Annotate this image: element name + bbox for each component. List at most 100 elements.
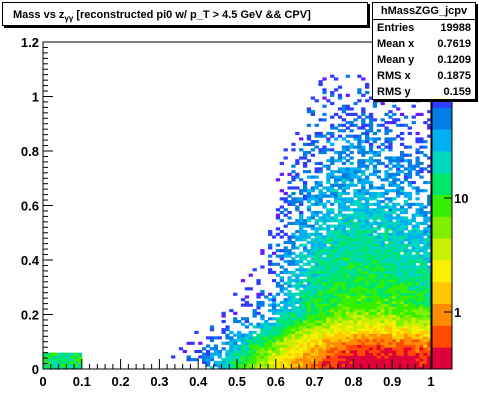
heatmap-bin [403, 330, 409, 334]
heatmap-bin [357, 88, 362, 92]
heatmap-bin [302, 303, 308, 307]
heatmap-bin [330, 339, 335, 343]
heatmap-bin [337, 268, 343, 272]
heatmap-bin [229, 360, 234, 364]
heatmap-bin [326, 292, 331, 296]
heatmap-bin [299, 347, 304, 351]
heatmap-bin [334, 170, 339, 174]
heatmap-bin [392, 336, 397, 340]
heatmap-bin [299, 325, 304, 329]
heatmap-bin [295, 349, 300, 354]
heatmap-bin [314, 325, 319, 329]
heatmap-bin [302, 189, 308, 193]
heatmap-bin [403, 363, 409, 367]
heatmap-bin [403, 262, 409, 266]
heatmap-bin [407, 281, 412, 285]
heatmap-bin [337, 205, 343, 209]
heatmap-bin [194, 349, 199, 354]
heatmap-bin [353, 260, 358, 264]
heatmap-bin [368, 300, 374, 305]
heatmap-bin [283, 240, 288, 245]
heatmap-bin [349, 227, 354, 231]
heatmap-bin [318, 270, 323, 275]
heatmap-bin [392, 325, 397, 329]
heatmap-bin [399, 306, 405, 310]
heatmap-bin [392, 284, 397, 288]
heatmap-bin [299, 306, 304, 310]
heatmap-bin [337, 194, 343, 198]
heatmap-bin [275, 325, 281, 329]
heatmap-bin [248, 333, 253, 337]
heatmap-bin [384, 268, 389, 272]
heatmap-bin [268, 330, 273, 334]
heatmap-bin [411, 227, 416, 231]
heatmap-bin [392, 352, 397, 356]
heatmap-bin [399, 232, 405, 236]
heatmap-bin [399, 170, 405, 174]
heatmap-bin [221, 358, 226, 362]
heatmap-bin [380, 213, 385, 217]
heatmap-bin [283, 355, 288, 359]
heatmap-bin [415, 249, 420, 253]
heatmap-bin [388, 265, 393, 269]
heatmap-bin [326, 172, 331, 176]
heatmap-bin [384, 300, 389, 305]
heatmap-bin [349, 243, 354, 247]
heatmap-bin [295, 197, 300, 201]
heatmap-bin [334, 287, 339, 291]
heatmap-bin [368, 279, 374, 283]
heatmap-bin [403, 289, 409, 294]
heatmap-bin [330, 172, 335, 176]
heatmap-bin [361, 276, 366, 280]
heatmap-bin [291, 175, 296, 179]
heatmap-bin [287, 314, 292, 318]
heatmap-bin [349, 281, 354, 285]
heatmap-bin [380, 219, 385, 223]
heatmap-bin [353, 210, 358, 215]
heatmap-bin [252, 325, 257, 329]
heatmap-bin [372, 347, 378, 351]
heatmap-bin [399, 328, 405, 332]
palette-band [432, 347, 452, 370]
heatmap-bin [244, 366, 250, 370]
heatmap-bin [388, 303, 393, 307]
heatmap-bin [287, 360, 292, 364]
heatmap-bin [341, 287, 347, 291]
heatmap-bin [419, 270, 424, 275]
heatmap-bin [365, 134, 370, 138]
heatmap-bin [399, 339, 405, 343]
heatmap-bin [318, 284, 323, 288]
heatmap-bin [322, 322, 327, 326]
heatmap-bin [295, 325, 300, 329]
heatmap-bin [330, 126, 335, 130]
stats-row-rms-x: RMS x 0.1875 [373, 68, 475, 84]
heatmap-bin [411, 347, 416, 351]
heatmap-bin [403, 200, 409, 204]
heatmap-bin [376, 159, 381, 163]
heatmap-bin [427, 134, 432, 138]
heatmap-bin [384, 336, 389, 340]
heatmap-bin [221, 319, 226, 324]
heatmap-bin [372, 251, 378, 255]
heatmap-bin [310, 328, 315, 332]
heatmap-bin [396, 227, 401, 231]
heatmap-bin [322, 205, 327, 209]
heatmap-bin [399, 235, 405, 239]
heatmap-bin [268, 303, 273, 307]
heatmap-bin [361, 262, 366, 266]
heatmap-bin [407, 303, 412, 307]
heatmap-bin [318, 311, 323, 315]
heatmap-bin [396, 276, 401, 280]
heatmap-bin [310, 309, 315, 313]
heatmap-bin [299, 341, 304, 345]
heatmap-bin [322, 194, 327, 198]
heatmap-bin [399, 257, 405, 261]
heatmap-bin [419, 208, 424, 212]
heatmap-bin [349, 317, 354, 321]
heatmap-bin [376, 202, 381, 206]
heatmap-bin [337, 107, 343, 111]
heatmap-bin [419, 254, 424, 258]
heatmap-bin [252, 339, 257, 343]
heatmap-bin [314, 131, 319, 136]
heatmap-bin [368, 284, 374, 288]
